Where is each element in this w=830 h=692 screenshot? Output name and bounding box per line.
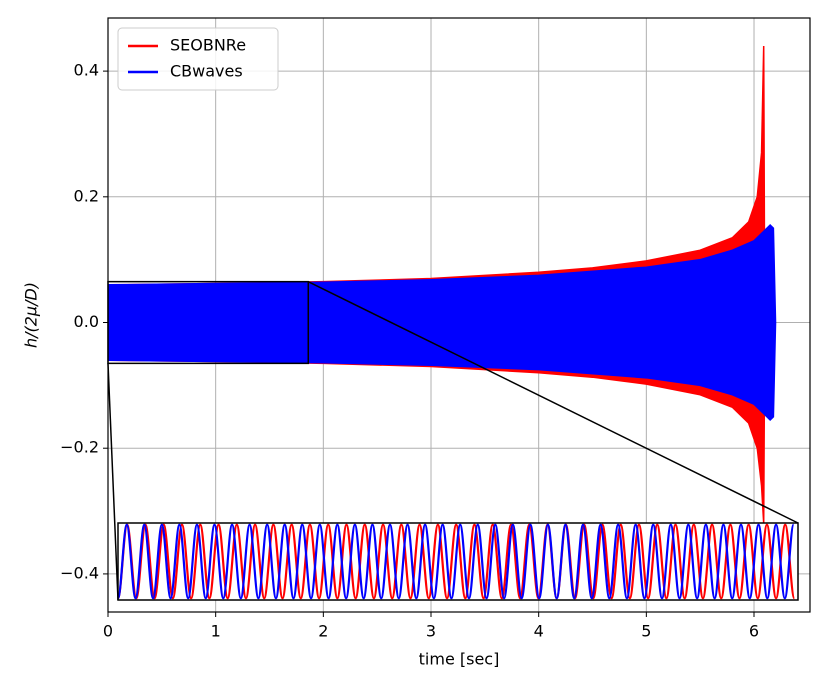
y-tick-label: 0.4 [74, 61, 99, 80]
zoom-connector [107, 363, 119, 601]
x-tick-label: 2 [318, 622, 328, 641]
x-tick-label: 0 [103, 622, 113, 641]
y-tick-label: −0.2 [60, 438, 99, 457]
x-tick-label: 3 [426, 622, 436, 641]
y-axis-label: h/(2μ/D) [22, 282, 41, 348]
y-tick-label: 0.2 [74, 186, 99, 205]
x-tick-label: 5 [641, 622, 651, 641]
x-tick-label: 1 [211, 622, 221, 641]
y-tick-label: 0.0 [74, 312, 99, 331]
y-tick-label: −0.4 [60, 563, 99, 582]
legend-label: CBwaves [170, 62, 243, 81]
zoom-connector [307, 280, 799, 524]
waveform-band [108, 224, 777, 421]
inset-frame [117, 522, 799, 601]
legend-box [117, 27, 279, 91]
inset-waveform [116, 523, 795, 600]
x-axis-label: time [sec] [419, 650, 500, 669]
plot-area [108, 45, 777, 524]
legend-label: SEOBNRe [170, 36, 246, 55]
x-tick-label: 6 [749, 622, 759, 641]
axes-frame [107, 17, 811, 613]
x-tick-label: 4 [534, 622, 544, 641]
